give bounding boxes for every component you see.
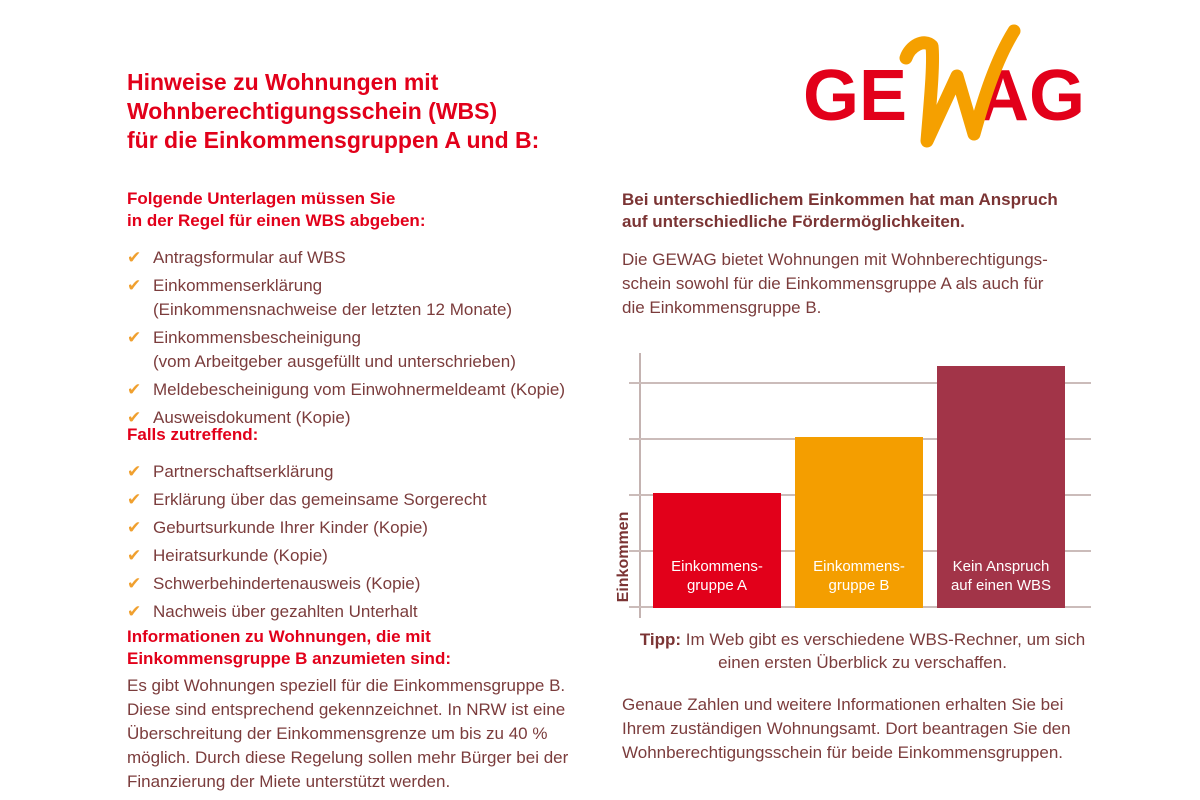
checklist-item-label: Nachweis über gezahlten Unterhalt (153, 602, 418, 621)
checklist-item-label: Erklärung über das gemeinsame Sorgerecht (153, 490, 487, 509)
section1-heading: Folgende Unterlagen müssen Sie in der Re… (127, 189, 426, 230)
tip-note: Tipp: Im Web gibt es verschiedene WBS-Re… (635, 628, 1090, 674)
checklist-item: ✔ Einkommensbescheinigung (vom Arbeitgebe… (127, 326, 597, 374)
check-icon: ✔ (127, 462, 142, 481)
checklist-item-label: Ausweisdokument (Kopie) (153, 408, 351, 427)
section3-body: Es gibt Wohnungen speziell für die Einko… (127, 676, 569, 791)
chart-plot: Einkommens- gruppe A Einkommens- gruppe B… (629, 353, 1091, 608)
check-icon: ✔ (127, 248, 142, 267)
chart-gridline (629, 381, 1091, 384)
checklist-item: ✔ Antragsformular auf WBS (127, 246, 597, 270)
chart-bars: Einkommens- gruppe A Einkommens- gruppe B… (640, 353, 1091, 608)
check-icon: ✔ (127, 328, 142, 347)
required-documents-list: ✔ Antragsformular auf WBS ✔ Einkommenserklä… (127, 246, 597, 434)
checklist-item-label: Antragsformular auf WBS (153, 248, 346, 267)
checklist-item-label: Partnerschaftserklärung (153, 462, 334, 481)
checklist-item-label: Einkommensbescheinigung (vom Arbeitgeber… (153, 328, 516, 371)
checklist-item: ✔ Erklärung über das gemeinsame Sorgerech… (127, 488, 597, 512)
chart-bar: Kein Anspruch auf einen WBS (937, 365, 1065, 608)
chart-bar-label: Einkommens- gruppe A (671, 558, 763, 594)
checklist-item: ✔ Schwerbehindertenausweis (Kopie) (127, 572, 597, 596)
income-chart: Einkommen Einkommens- gruppe A Einkommens… (600, 350, 1100, 625)
intro-paragraph: Die GEWAG bietet Wohnungen mit Wohnberec… (622, 250, 1048, 317)
right-heading: Bei unterschiedlichem Einkommen hat man … (622, 190, 1058, 231)
checklist-item-label: Meldebescheinigung vom Einwohnermeldeamt… (153, 380, 566, 399)
chart-bar: Einkommens- gruppe B (795, 437, 923, 608)
tip-label: Tipp: (639, 630, 682, 649)
outro-paragraph: Genaue Zahlen und weitere Informationen … (622, 695, 1071, 762)
checklist-item: ✔ Geburtsurkunde Ihrer Kinder (Kopie) (127, 516, 597, 540)
page-title: Hinweise zu Wohnungen mit Wohnberechtigu… (127, 69, 540, 153)
check-icon: ✔ (127, 408, 142, 427)
checklist-item: ✔ Einkommenserklärung (Einkommensnachweis… (127, 274, 597, 322)
checklist-item-label: Heiratsurkunde (Kopie) (153, 546, 328, 565)
chart-bar: Einkommens- gruppe A (653, 493, 781, 608)
checklist-item-label: Geburtsurkunde Ihrer Kinder (Kopie) (153, 518, 428, 537)
gewag-logo-graphic: GE AG (803, 24, 1085, 148)
section3-heading: Informationen zu Wohnungen, die mit Eink… (127, 627, 451, 668)
conditional-documents-list: ✔ Partnerschaftserklärung ✔ Erklärung über … (127, 460, 597, 628)
logo-text-ge: GE (803, 56, 907, 136)
check-icon: ✔ (127, 574, 142, 593)
logo-w-swoosh-icon (899, 24, 1021, 148)
checklist-item-label: Schwerbehindertenausweis (Kopie) (153, 574, 421, 593)
check-icon: ✔ (127, 380, 142, 399)
tip-text: Im Web gibt es verschiedene WBS-Rechner,… (685, 630, 1086, 672)
checklist-item: ✔ Partnerschaftserklärung (127, 460, 597, 484)
check-icon: ✔ (127, 518, 142, 537)
checklist-item: ✔ Nachweis über gezahlten Unterhalt (127, 600, 597, 624)
check-icon: ✔ (127, 490, 142, 509)
checklist-item: ✔ Heiratsurkunde (Kopie) (127, 544, 597, 568)
section2-heading: Falls zutreffend: (127, 425, 259, 444)
check-icon: ✔ (127, 546, 142, 565)
chart-bar-label: Kein Anspruch auf einen WBS (950, 558, 1052, 594)
chart-y-axis (639, 353, 641, 618)
chart-y-axis-label: Einkommen (615, 511, 632, 603)
check-icon: ✔ (127, 602, 142, 621)
gewag-logo: GE AG (803, 22, 1085, 158)
checklist-item: ✔ Meldebescheinigung vom Einwohnermeldeam… (127, 378, 597, 402)
chart-bar-label: Einkommens- gruppe B (813, 558, 905, 594)
checklist-item-label: Einkommenserklärung (Einkommensnachweise… (153, 276, 513, 319)
check-icon: ✔ (127, 276, 142, 295)
checklist-item: ✔ Ausweisdokument (Kopie) (127, 406, 597, 430)
